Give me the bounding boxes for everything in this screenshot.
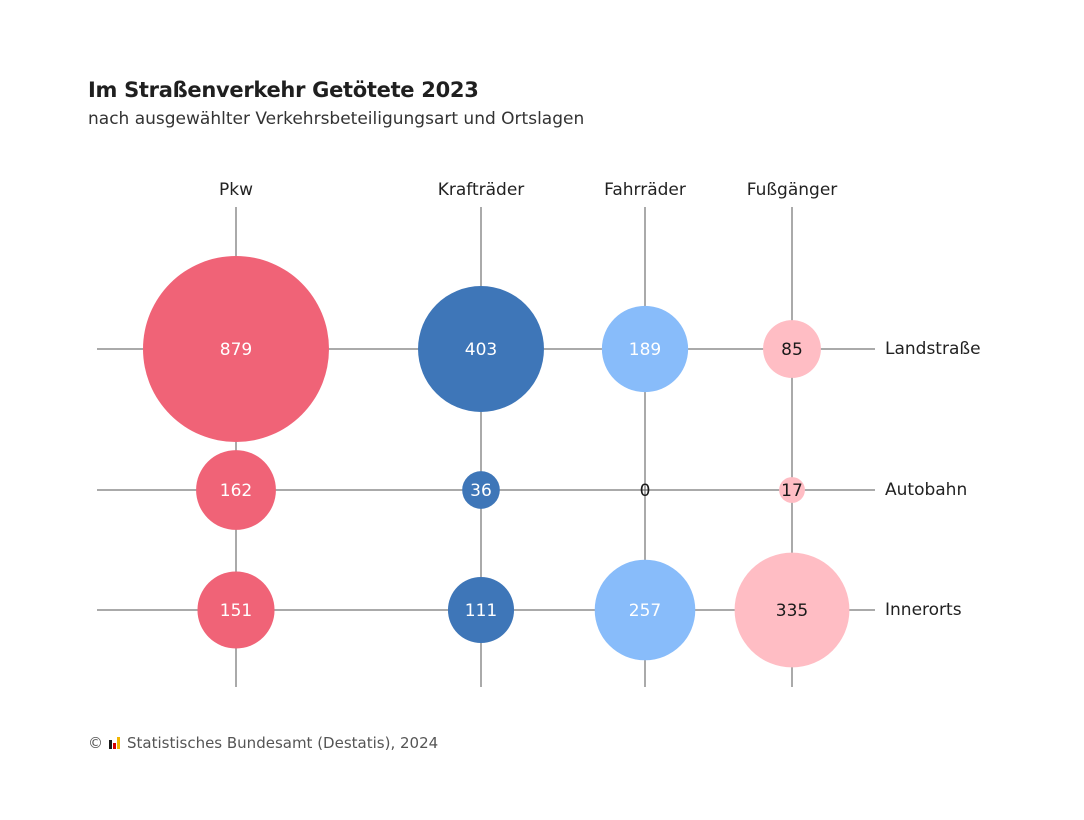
chart-title: Im Straßenverkehr Getötete 2023 (88, 78, 479, 102)
bubble-value-label: 162 (220, 481, 252, 501)
source-footer: © Statistisches Bundesamt (Destatis), 20… (88, 734, 438, 752)
bubble-value-label: 36 (470, 481, 492, 501)
row-labels: Landstraße Autobahn Innerorts (885, 339, 981, 620)
copyright-symbol: © (88, 734, 103, 752)
destatis-logo-icon (109, 737, 121, 749)
bubble-value-label: 335 (776, 601, 808, 621)
bubble-value-label: 85 (781, 340, 803, 360)
bubble-value-label: 17 (781, 481, 803, 501)
chart-subtitle: nach ausgewählter Verkehrsbeteiligungsar… (88, 109, 585, 129)
bubble-value-label: 151 (220, 601, 252, 621)
bubble (447, 576, 515, 644)
bubble (143, 256, 329, 442)
column-label: Fußgänger (747, 180, 838, 200)
bubble-value-label: 403 (465, 340, 497, 360)
row-label: Autobahn (885, 480, 967, 500)
bubble-value-label: 879 (220, 340, 252, 360)
bubble-value-label: 257 (629, 601, 661, 621)
bubble-value-label: 189 (629, 340, 661, 360)
bubble (763, 320, 821, 378)
bubble (462, 471, 500, 509)
bubble-value-label: 111 (465, 601, 497, 621)
column-label: Krafträder (438, 180, 525, 200)
row-label: Landstraße (885, 339, 981, 359)
bubble (601, 305, 689, 393)
bubbles: 879 403 189 85 162 36 0 17 151 111 257 335 (143, 256, 850, 668)
column-label: Pkw (219, 180, 253, 200)
bubble-value-label: 0 (640, 481, 651, 501)
source-text: Statistisches Bundesamt (Destatis), 2024 (127, 734, 439, 752)
bubble (197, 571, 275, 649)
column-labels: Pkw Krafträder Fahrräder Fußgänger (219, 180, 837, 200)
bubble (594, 559, 696, 661)
row-label: Innerorts (885, 600, 962, 620)
column-label: Fahrräder (604, 180, 686, 200)
bubble (779, 477, 805, 503)
bubble (734, 552, 850, 668)
bubble (418, 286, 544, 412)
bubble (196, 450, 276, 530)
